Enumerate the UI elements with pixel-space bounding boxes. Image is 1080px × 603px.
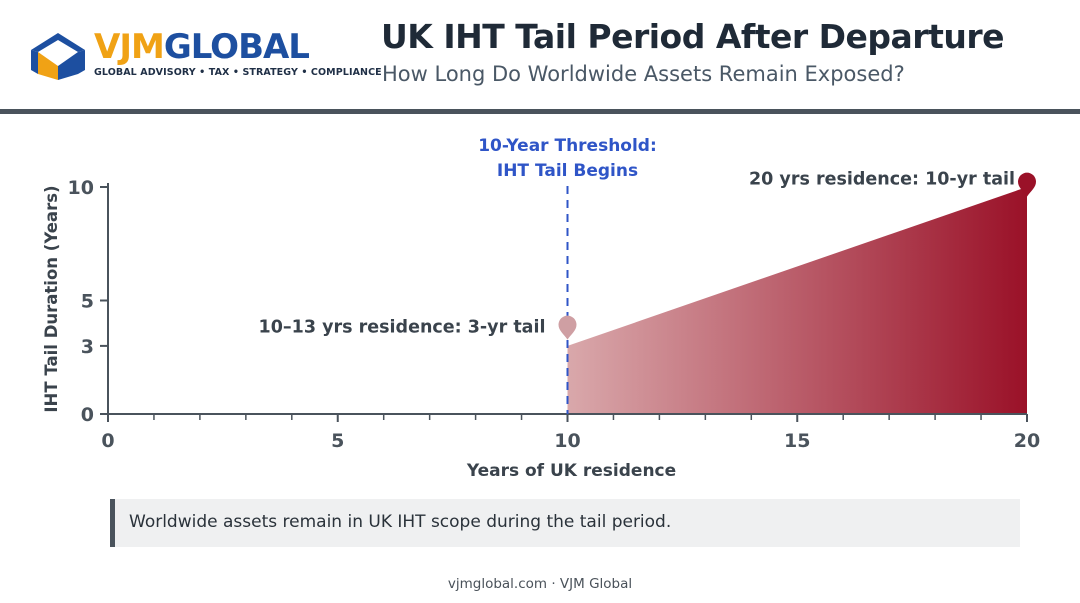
threshold-label-line2: IHT Tail Begins: [497, 161, 638, 181]
header-divider: [0, 109, 1080, 114]
chart-area: 0 5 10 15 20 0 3 5 10 Years of UK residence IHT Ta…: [0, 114, 1080, 494]
y-tick-label: 10: [68, 177, 94, 199]
x-tick-label: 20: [1014, 430, 1040, 452]
note-callout: Worldwide assets remain in UK IHT scope …: [110, 499, 1020, 547]
y-tick-label: 0: [81, 404, 94, 426]
header: VJMGLOBAL GLOBAL ADVISORY • TAX • STRATE…: [0, 0, 1080, 110]
brand-name: VJMGLOBAL: [94, 27, 310, 67]
chart-svg: 0 5 10 15 20 0 3 5 10 Years of UK residence IHT Ta…: [42, 136, 1040, 481]
page-title: UK IHT Tail Period After Departure: [381, 17, 1005, 56]
x-tick-label: 0: [101, 430, 114, 452]
brand-tagline: GLOBAL ADVISORY • TAX • STRATEGY • COMPL…: [94, 67, 382, 78]
house-shield-icon: [31, 33, 85, 80]
x-axis-label: Years of UK residence: [466, 461, 676, 481]
annotation-pin-1: [558, 315, 577, 340]
threshold-label-line1: 10-Year Threshold:: [478, 136, 657, 156]
y-tick-label: 5: [81, 291, 94, 313]
annotation-label-2: 20 yrs residence: 10-yr tail: [749, 170, 1015, 190]
vjm-global-logo: VJMGLOBAL GLOBAL ADVISORY • TAX • STRATE…: [28, 27, 382, 88]
footer-credit: vjmglobal.com · VJM Global: [447, 576, 633, 592]
tail-area-series: [567, 187, 1027, 414]
page-subtitle: How Long Do Worldwide Assets Remain Expo…: [382, 62, 905, 86]
annotation-pin-2: [1018, 172, 1036, 197]
y-axis-label: IHT Tail Duration (Years): [42, 185, 61, 412]
x-tick-label: 5: [331, 430, 344, 452]
y-tick-label: 3: [81, 336, 94, 358]
x-tick-label: 10: [554, 430, 580, 452]
note-text: Worldwide assets remain in UK IHT scope …: [129, 512, 672, 532]
annotation-label-1: 10–13 yrs residence: 3-yr tail: [259, 318, 546, 338]
x-tick-label: 15: [784, 430, 810, 452]
annotation-pin-2-shape: [1018, 172, 1036, 197]
annotation-pin-1-shape: [558, 315, 577, 340]
